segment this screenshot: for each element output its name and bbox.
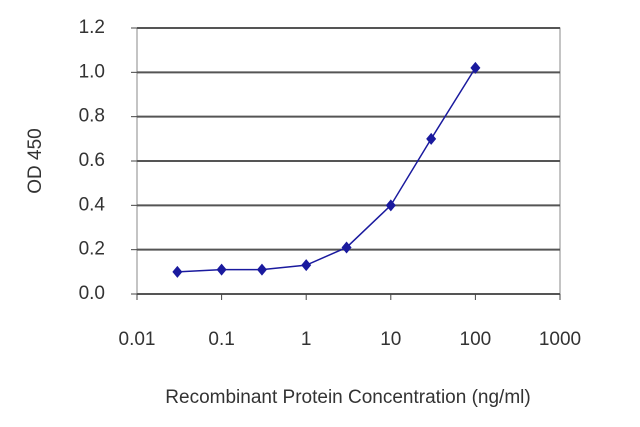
y-tick-label: 0.4 — [79, 194, 106, 215]
data-point — [385, 199, 396, 212]
y-tick-label: 1.0 — [79, 61, 105, 82]
data-point — [301, 259, 312, 272]
x-tick-label: 1000 — [539, 329, 581, 350]
data-point — [470, 61, 481, 74]
x-tick-label: 100 — [460, 329, 492, 350]
data-point — [216, 263, 227, 276]
x-tick-label: 0.01 — [119, 329, 156, 350]
y-tick-label: 0.0 — [79, 283, 105, 304]
x-tick-label: 0.1 — [208, 329, 234, 350]
data-point — [256, 263, 267, 276]
x-tick-label: 10 — [380, 329, 401, 350]
x-axis-label: Recombinant Protein Concentration (ng/ml… — [165, 387, 530, 408]
data-point — [172, 265, 183, 278]
y-tick-label: 0.2 — [79, 239, 105, 260]
y-axis-label: OD 450 — [25, 128, 46, 193]
y-tick-label: 0.8 — [79, 106, 105, 127]
data-point — [341, 241, 352, 254]
data-line — [177, 67, 477, 273]
x-tick-label: 1 — [301, 329, 312, 350]
data-point — [426, 132, 437, 145]
y-tick-label: 1.2 — [79, 17, 105, 38]
y-tick-label: 0.6 — [79, 150, 105, 171]
